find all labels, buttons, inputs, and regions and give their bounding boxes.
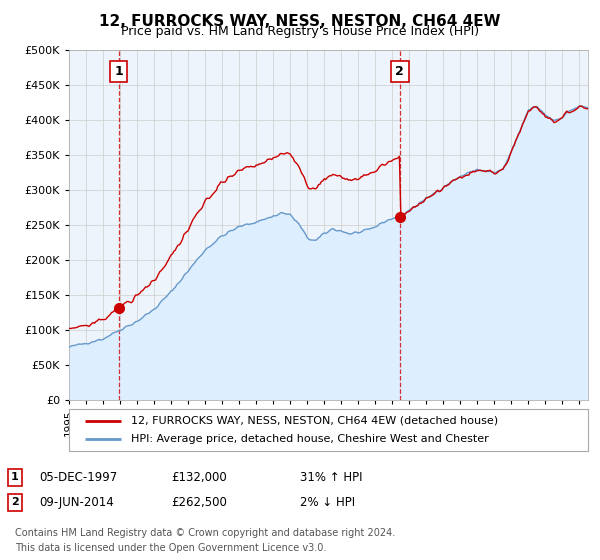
Text: Contains HM Land Registry data © Crown copyright and database right 2024.: Contains HM Land Registry data © Crown c… xyxy=(15,528,395,538)
Text: 09-JUN-2014: 09-JUN-2014 xyxy=(39,496,114,509)
Text: 31% ↑ HPI: 31% ↑ HPI xyxy=(300,470,362,484)
Text: 2% ↓ HPI: 2% ↓ HPI xyxy=(300,496,355,509)
Text: 05-DEC-1997: 05-DEC-1997 xyxy=(39,470,117,484)
Text: 12, FURROCKS WAY, NESS, NESTON, CH64 4EW (detached house): 12, FURROCKS WAY, NESS, NESTON, CH64 4EW… xyxy=(131,416,499,426)
Text: £132,000: £132,000 xyxy=(171,470,227,484)
Text: HPI: Average price, detached house, Cheshire West and Chester: HPI: Average price, detached house, Ches… xyxy=(131,434,489,444)
Text: 2: 2 xyxy=(11,497,19,507)
Text: 12, FURROCKS WAY, NESS, NESTON, CH64 4EW: 12, FURROCKS WAY, NESS, NESTON, CH64 4EW xyxy=(99,14,501,29)
Text: £262,500: £262,500 xyxy=(171,496,227,509)
Text: Price paid vs. HM Land Registry's House Price Index (HPI): Price paid vs. HM Land Registry's House … xyxy=(121,25,479,38)
Text: 1: 1 xyxy=(11,472,19,482)
Text: 2: 2 xyxy=(395,65,404,78)
Text: This data is licensed under the Open Government Licence v3.0.: This data is licensed under the Open Gov… xyxy=(15,543,326,553)
Text: 1: 1 xyxy=(115,65,123,78)
